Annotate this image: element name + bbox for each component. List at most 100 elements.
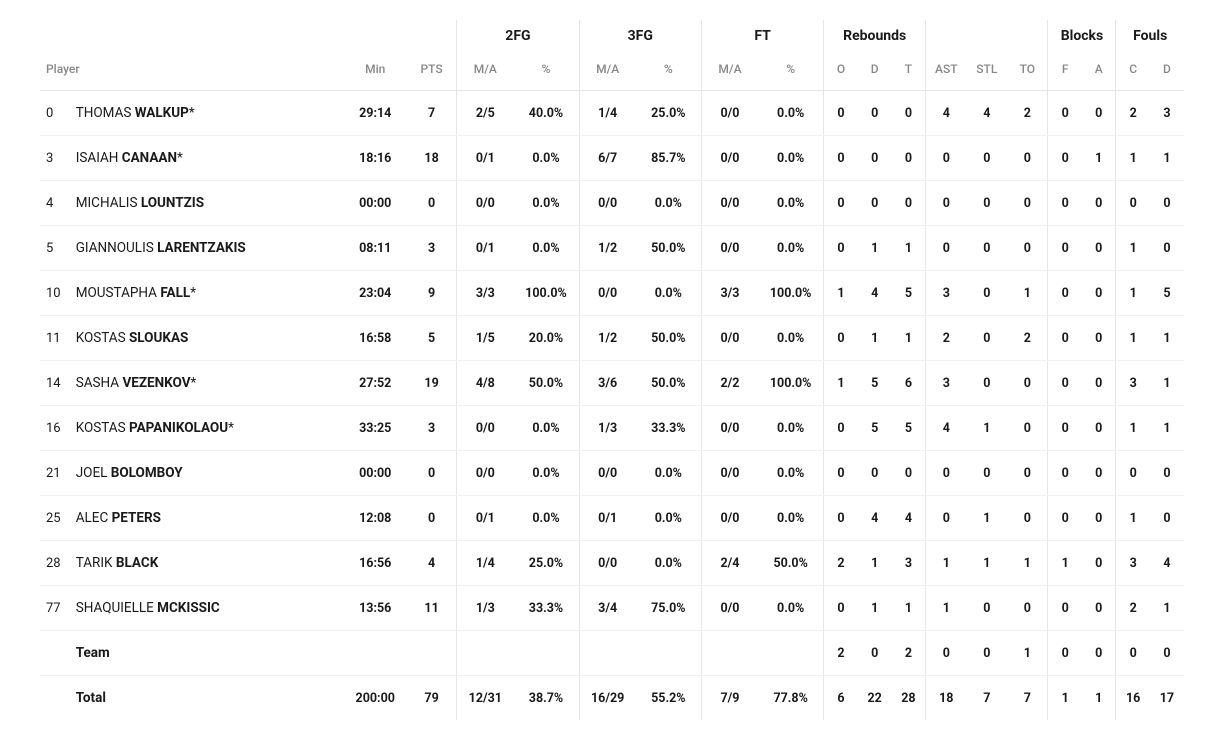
stat-foul-c: 16 [1116, 676, 1150, 721]
stat-2fg-ma: 1/5 [457, 316, 514, 361]
player-name[interactable]: SHAQUIELLE MCKISSIC [72, 586, 344, 631]
stat-reb-d: 0 [858, 91, 892, 136]
col-ft-pct[interactable]: % [758, 52, 824, 91]
col-3fg-pct[interactable]: % [636, 52, 702, 91]
stat-stl: 1 [966, 406, 1007, 451]
stat-blk-a: 0 [1082, 181, 1116, 226]
player-name[interactable]: ALEC PETERS [72, 496, 344, 541]
player-name[interactable]: ISAIAH CANAAN* [72, 136, 344, 181]
player-row[interactable]: 28TARIK BLACK16:5641/425.0%0/00.0%2/450.… [40, 541, 1184, 586]
stat-reb-o: 1 [824, 361, 858, 406]
stat-3fg-pct: 50.0% [636, 316, 702, 361]
player-row[interactable]: 11KOSTAS SLOUKAS16:5851/520.0%1/250.0%0/… [40, 316, 1184, 361]
player-name[interactable]: GIANNOULIS LARENTZAKIS [72, 226, 344, 271]
stat-ft-pct: 0.0% [758, 181, 824, 226]
group-ft: FT [701, 20, 823, 52]
player-row[interactable]: 3ISAIAH CANAAN*18:16180/10.0%6/785.7%0/0… [40, 136, 1184, 181]
stat-foul-d: 4 [1150, 541, 1184, 586]
col-blk-a[interactable]: A [1082, 52, 1116, 91]
stat-2fg-pct: 0.0% [513, 451, 579, 496]
player-row[interactable]: 21JOEL BOLOMBOY00:0000/00.0%0/00.0%0/00.… [40, 451, 1184, 496]
stat-stl: 4 [966, 91, 1007, 136]
stat-foul-d: 0 [1150, 631, 1184, 676]
player-row[interactable]: 4MICHALIS LOUNTZIS00:0000/00.0%0/00.0%0/… [40, 181, 1184, 226]
stat-ft-ma: 0/0 [701, 181, 758, 226]
stat-reb-o: 0 [824, 316, 858, 361]
stat-foul-c: 3 [1116, 541, 1150, 586]
col-2fg-pct[interactable]: % [513, 52, 579, 91]
stat-3fg-ma: 0/0 [579, 271, 636, 316]
col-to[interactable]: TO [1007, 52, 1048, 91]
col-stl[interactable]: STL [966, 52, 1007, 91]
stat-reb-t: 6 [892, 361, 926, 406]
player-name[interactable]: MOUSTAPHA FALL* [72, 271, 344, 316]
stat-reb-t: 1 [892, 226, 926, 271]
col-3fg-ma[interactable]: M/A [579, 52, 636, 91]
stat-reb-t: 0 [892, 91, 926, 136]
col-2fg-ma[interactable]: M/A [457, 52, 514, 91]
col-foul-d[interactable]: D [1150, 52, 1184, 91]
group-blocks: Blocks [1048, 20, 1116, 52]
col-reb-t[interactable]: T [892, 52, 926, 91]
stat-reb-o: 6 [824, 676, 858, 721]
player-row[interactable]: 14SASHA VEZENKOV*27:52194/850.0%3/650.0%… [40, 361, 1184, 406]
stat-reb-d: 5 [858, 361, 892, 406]
group-rebounds: Rebounds [824, 20, 926, 52]
stat-3fg-ma: 3/6 [579, 361, 636, 406]
player-row[interactable]: 25ALEC PETERS12:0800/10.0%0/10.0%0/00.0%… [40, 496, 1184, 541]
stat-blk-a: 0 [1082, 631, 1116, 676]
col-blk-f[interactable]: F [1048, 52, 1082, 91]
stat-reb-t: 1 [892, 586, 926, 631]
col-min[interactable]: Min [344, 52, 407, 91]
player-name[interactable]: MICHALIS LOUNTZIS [72, 181, 344, 226]
stat-ft-ma: 0/0 [701, 136, 758, 181]
stat-foul-d: 17 [1150, 676, 1184, 721]
stat-blk-a: 0 [1082, 316, 1116, 361]
stat-reb-o: 2 [824, 541, 858, 586]
col-ft-ma[interactable]: M/A [701, 52, 758, 91]
col-ast[interactable]: AST [926, 52, 967, 91]
stat-reb-t: 0 [892, 181, 926, 226]
stat-reb-t: 4 [892, 496, 926, 541]
stat-ast: 4 [926, 91, 967, 136]
player-name[interactable]: THOMAS WALKUP* [72, 91, 344, 136]
col-reb-o[interactable]: O [824, 52, 858, 91]
stat-ast: 0 [926, 631, 967, 676]
col-reb-d[interactable]: D [858, 52, 892, 91]
stat-stl: 0 [966, 361, 1007, 406]
player-number: 11 [40, 316, 72, 361]
col-player[interactable]: Player [40, 52, 344, 91]
stat-pts: 18 [407, 136, 457, 181]
player-name[interactable]: SASHA VEZENKOV* [72, 361, 344, 406]
stat-2fg-pct: 33.3% [513, 586, 579, 631]
player-name[interactable]: KOSTAS SLOUKAS [72, 316, 344, 361]
player-number: 5 [40, 226, 72, 271]
stat-2fg-pct: 25.0% [513, 541, 579, 586]
col-foul-c[interactable]: C [1116, 52, 1150, 91]
boxscore-table: 2FG 3FG FT Rebounds Blocks Fouls Player … [40, 20, 1184, 720]
player-row[interactable]: 77SHAQUIELLE MCKISSIC13:56111/333.3%3/47… [40, 586, 1184, 631]
player-row[interactable]: 16KOSTAS PAPANIKOLAOU*33:2530/00.0%1/333… [40, 406, 1184, 451]
stat-ast: 0 [926, 181, 967, 226]
stat-ft-ma: 0/0 [701, 496, 758, 541]
player-row[interactable]: 10MOUSTAPHA FALL*23:0493/3100.0%0/00.0%3… [40, 271, 1184, 316]
stat-2fg-ma: 4/8 [457, 361, 514, 406]
total-label: Total [72, 676, 344, 721]
stat-to: 2 [1007, 316, 1048, 361]
player-row[interactable]: 5GIANNOULIS LARENTZAKIS08:1130/10.0%1/25… [40, 226, 1184, 271]
player-name[interactable]: JOEL BOLOMBOY [72, 451, 344, 496]
stat-2fg-pct: 0.0% [513, 406, 579, 451]
stat-ft-pct: 0.0% [758, 226, 824, 271]
player-name[interactable]: KOSTAS PAPANIKOLAOU* [72, 406, 344, 451]
stat-reb-o: 0 [824, 91, 858, 136]
player-name[interactable]: TARIK BLACK [72, 541, 344, 586]
player-row[interactable]: 0THOMAS WALKUP*29:1472/540.0%1/425.0%0/0… [40, 91, 1184, 136]
stat-blk-f: 0 [1048, 451, 1082, 496]
stat-foul-d: 1 [1150, 406, 1184, 451]
col-pts[interactable]: PTS [407, 52, 457, 91]
stat-3fg-ma: 16/29 [579, 676, 636, 721]
stat-to: 1 [1007, 541, 1048, 586]
stat-to: 0 [1007, 586, 1048, 631]
stat-reb-d: 1 [858, 541, 892, 586]
stat-blk-a: 0 [1082, 586, 1116, 631]
